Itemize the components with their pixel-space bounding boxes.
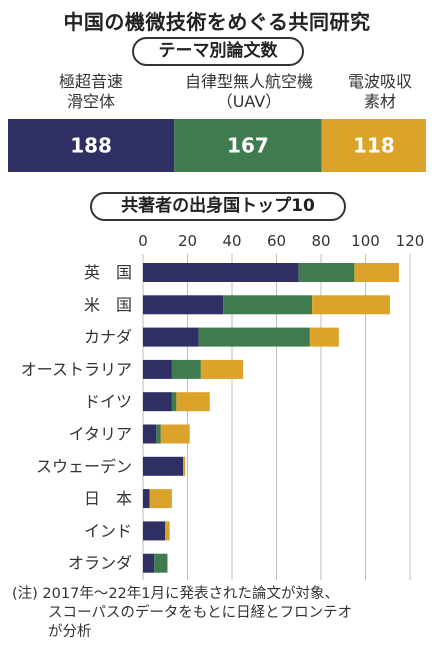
country-bar-segment bbox=[354, 263, 399, 282]
category-label-line: 電波吸収 bbox=[347, 72, 412, 91]
footnote-line: が分析 bbox=[48, 624, 92, 640]
country-bar-segment bbox=[154, 553, 168, 573]
country-label: インド bbox=[84, 521, 132, 540]
country-bar-segment bbox=[312, 295, 390, 315]
country-label: 日 本 bbox=[84, 489, 132, 508]
country-bar-segment bbox=[149, 489, 172, 509]
x-tick-label: 120 bbox=[396, 232, 425, 250]
country-label: ドイツ bbox=[84, 392, 132, 411]
x-tick-label: 60 bbox=[267, 232, 286, 250]
country-bar-segment bbox=[165, 521, 170, 541]
category-label-line: 滑空体 bbox=[66, 92, 115, 111]
country-label: オーストラリア bbox=[21, 360, 132, 379]
country-bar-segment bbox=[160, 424, 190, 444]
country-bar-segment bbox=[143, 489, 150, 509]
country-bar-segment bbox=[143, 456, 184, 476]
category-label-line: 自律型無人航空機 bbox=[184, 72, 313, 91]
country-bar-segment bbox=[200, 359, 244, 379]
country-bar-segment bbox=[171, 359, 201, 379]
theme-bar-value-label: 167 bbox=[227, 134, 269, 158]
country-bar-segment bbox=[309, 327, 339, 347]
chart-title: 中国の機微技術をめぐる共同研究 bbox=[63, 10, 371, 34]
x-tick-label: 0 bbox=[138, 232, 148, 250]
country-bar-segment bbox=[176, 392, 210, 412]
country-bar-segment bbox=[143, 359, 172, 379]
x-tick-label: 20 bbox=[178, 232, 197, 250]
country-label: オランダ bbox=[68, 554, 132, 573]
category-label-uav: 自律型無人航空機 （UAV） bbox=[163, 72, 335, 112]
category-label-hypersonic: 極超音速 滑空体 bbox=[26, 72, 156, 112]
country-bar-segment bbox=[171, 392, 177, 412]
theme-bar-segment bbox=[321, 119, 426, 172]
x-tick-label: 100 bbox=[351, 232, 380, 250]
country-bar-segment bbox=[156, 424, 161, 444]
country-bar-segment bbox=[143, 392, 172, 412]
x-tick-label: 80 bbox=[311, 232, 330, 250]
country-bar-segment bbox=[143, 263, 299, 282]
x-tick-label: 40 bbox=[222, 232, 241, 250]
country-bar-segment bbox=[298, 263, 355, 282]
country-bar-segment bbox=[143, 521, 166, 541]
section-title-theme: テーマ別論文数 bbox=[132, 37, 304, 66]
country-bar-segment bbox=[198, 327, 310, 347]
country-label: スウェーデン bbox=[36, 457, 132, 476]
country-label: カナダ bbox=[84, 328, 132, 347]
theme-bar-segment bbox=[8, 119, 175, 172]
country-bar-segment bbox=[143, 553, 155, 573]
footnote-line: スコーパスのデータをもとに日経とフロンテオ bbox=[48, 605, 353, 621]
category-label-line: 極超音速 bbox=[58, 72, 123, 91]
section-title-countries: 共著者の出身国トップ10 bbox=[90, 192, 346, 221]
country-label: イタリア bbox=[69, 425, 132, 444]
theme-bar-segment bbox=[174, 119, 322, 172]
country-bar-segment bbox=[183, 456, 186, 476]
theme-bar-value-label: 118 bbox=[353, 134, 395, 158]
country-bar-segment bbox=[143, 327, 199, 347]
category-label-line: （UAV） bbox=[216, 92, 282, 111]
country-bar-segment bbox=[143, 424, 157, 444]
footnote-line: (注) 2017年～22年1月に発表された論文が対象、 bbox=[12, 586, 339, 602]
category-label-absorber: 電波吸収 素材 bbox=[330, 72, 430, 112]
footnote: (注) 2017年～22年1月に発表された論文が対象、 スコーパスのデータをもと… bbox=[12, 585, 432, 642]
country-label: 英 国 bbox=[84, 263, 132, 282]
theme-bar-value-label: 188 bbox=[70, 134, 112, 158]
country-bar-segment bbox=[223, 295, 313, 315]
country-bar-segment bbox=[143, 295, 224, 315]
country-label: 米 国 bbox=[84, 295, 132, 314]
category-label-line: 素材 bbox=[363, 92, 396, 111]
